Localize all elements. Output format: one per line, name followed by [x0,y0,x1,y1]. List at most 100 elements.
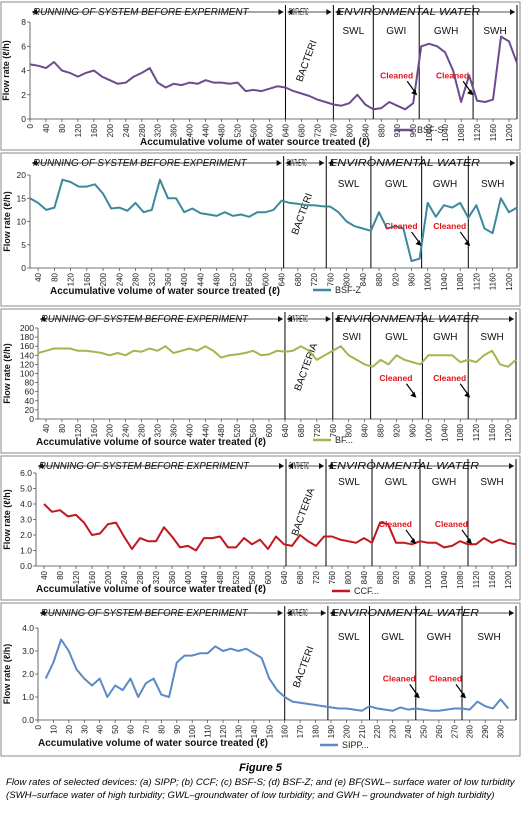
phase-arrow-head [40,316,45,322]
section-label: GWI [386,26,406,37]
x-tick-label: 360 [168,570,177,584]
x-tick-label: 240 [115,272,124,286]
x-tick-label: 1160 [488,570,497,588]
y-tick-label: 180 [20,332,34,342]
phase-arrow-head [320,610,326,616]
cleaned-arrow [405,529,415,542]
phase-arrow-head [319,463,324,469]
x-tick-label: 800 [345,123,354,137]
x-tick-label: 130 [234,724,243,738]
y-tick-label: 1.0 [20,546,32,556]
x-tick-label: 260 [435,724,444,738]
x-axis-label: Accumulative volume of source water trea… [36,437,266,448]
y-tick-label: 20 [25,405,35,415]
x-tick-label: 240 [120,570,129,584]
y-tick-label: 40 [25,396,35,406]
legend-label: CCF... [354,586,379,596]
phase-arrow-head [277,316,283,322]
y-tick-label: 80 [25,378,35,388]
y-tick-label: 2.0 [20,530,32,540]
x-tick-label: 240 [122,423,131,437]
x-tick-label: 600 [266,123,275,137]
y-tick-label: 6.0 [20,468,32,478]
cleaned-annotation: Cleaned [436,70,469,80]
phase-arrow-head [509,316,514,322]
y-tick-label: 5 [21,240,26,250]
x-tick-label: 1080 [456,570,465,588]
y-tick-label: 15 [17,193,27,203]
x-tick-label: 640 [278,272,287,286]
phase-arrow-head [319,160,325,166]
y-tick-label: 4 [21,66,26,76]
x-tick-label: 1160 [489,123,498,141]
y-tick-label: 0 [21,114,26,124]
x-tick-label: 680 [294,272,303,286]
x-tick-label: 760 [328,570,337,584]
phase-arrow-head [278,9,284,15]
y-tick-label: 120 [20,359,34,369]
x-tick-label: 600 [261,272,270,286]
cleaned-annotation: Cleaned [435,519,468,529]
x-tick-label: 440 [200,570,209,584]
x-tick-label: 210 [358,724,367,738]
phase-arrow-head [286,610,292,616]
x-tick-label: 1200 [505,123,514,141]
cleaned-annotation: Cleaned [433,373,466,383]
x-tick-label: 80 [50,272,59,281]
x-tick-label: 190 [327,724,336,738]
x-tick-label: 960 [407,272,416,286]
cleaned-arrow-head [464,239,471,246]
legend-label: BF... [335,435,353,445]
x-tick-label: 120 [74,423,83,437]
x-tick-label: 520 [234,123,243,137]
cleaned-arrow [459,383,469,396]
x-tick-label: 40 [42,123,51,132]
x-tick-label: 200 [99,272,108,286]
section-label: GWH [434,26,458,37]
legend-label: SIPP... [342,740,369,750]
section-label: SWI [342,332,361,343]
x-tick-label: 520 [229,272,238,286]
phase-label: SYNTHETIC [288,608,308,619]
x-tick-label: 400 [185,423,194,437]
x-tick-label: 480 [216,570,225,584]
x-tick-label: 1080 [456,272,465,290]
x-tick-label: 280 [138,423,147,437]
x-tick-label: 960 [408,570,417,584]
y-axis-label: Flow rate (ℓ/h) [2,343,12,403]
x-tick-label: 120 [72,570,81,584]
phase-label: SYNTHETIC [288,314,308,325]
x-tick-label: 1040 [441,123,450,141]
section-label: GWL [381,632,404,643]
x-tick-label: 520 [233,423,242,437]
section-label: SWH [477,632,500,643]
y-tick-label: 20 [17,170,27,180]
x-tick-label: 640 [280,570,289,584]
phase-arrow-head [285,160,291,166]
chart-panel-2: 0 5 10 15 20 40 80 120 160 200 240 280 320 360 400 440 4… [0,152,521,307]
x-tick-label: 840 [361,423,370,437]
cleaned-arrow-head [467,89,474,96]
x-tick-label: 40 [96,724,105,733]
y-tick-label: 4.0 [20,499,32,509]
cleaned-arrow-head [410,391,417,398]
x-tick-label: 240 [122,123,131,137]
cleaned-annotation: Cleaned [383,673,416,683]
phase-label: ENVIRONMENTAL WATER [336,314,479,325]
x-tick-label: 520 [232,570,241,584]
phase-arrow-head [510,160,515,166]
phase-arrow-head [40,610,45,616]
section-label: SWL [338,179,360,190]
x-tick-label: 160 [90,423,99,437]
chart-panel-5: 0.0 1.0 2.0 3.0 4.0 0 10 20 30 40 50 60 70 80 90 100 110… [0,602,521,757]
x-tick-label: 440 [202,123,211,137]
x-tick-label: 290 [481,724,490,738]
y-tick-label: 160 [20,341,34,351]
phase-arrow-head [509,463,514,469]
series-line [37,345,517,368]
x-tick-label: 720 [310,272,319,286]
x-tick-label: 100 [188,724,197,738]
phase-arrow-head [325,316,331,322]
x-tick-label: 600 [265,423,274,437]
phase-label: SYNTHETIC [289,461,309,472]
